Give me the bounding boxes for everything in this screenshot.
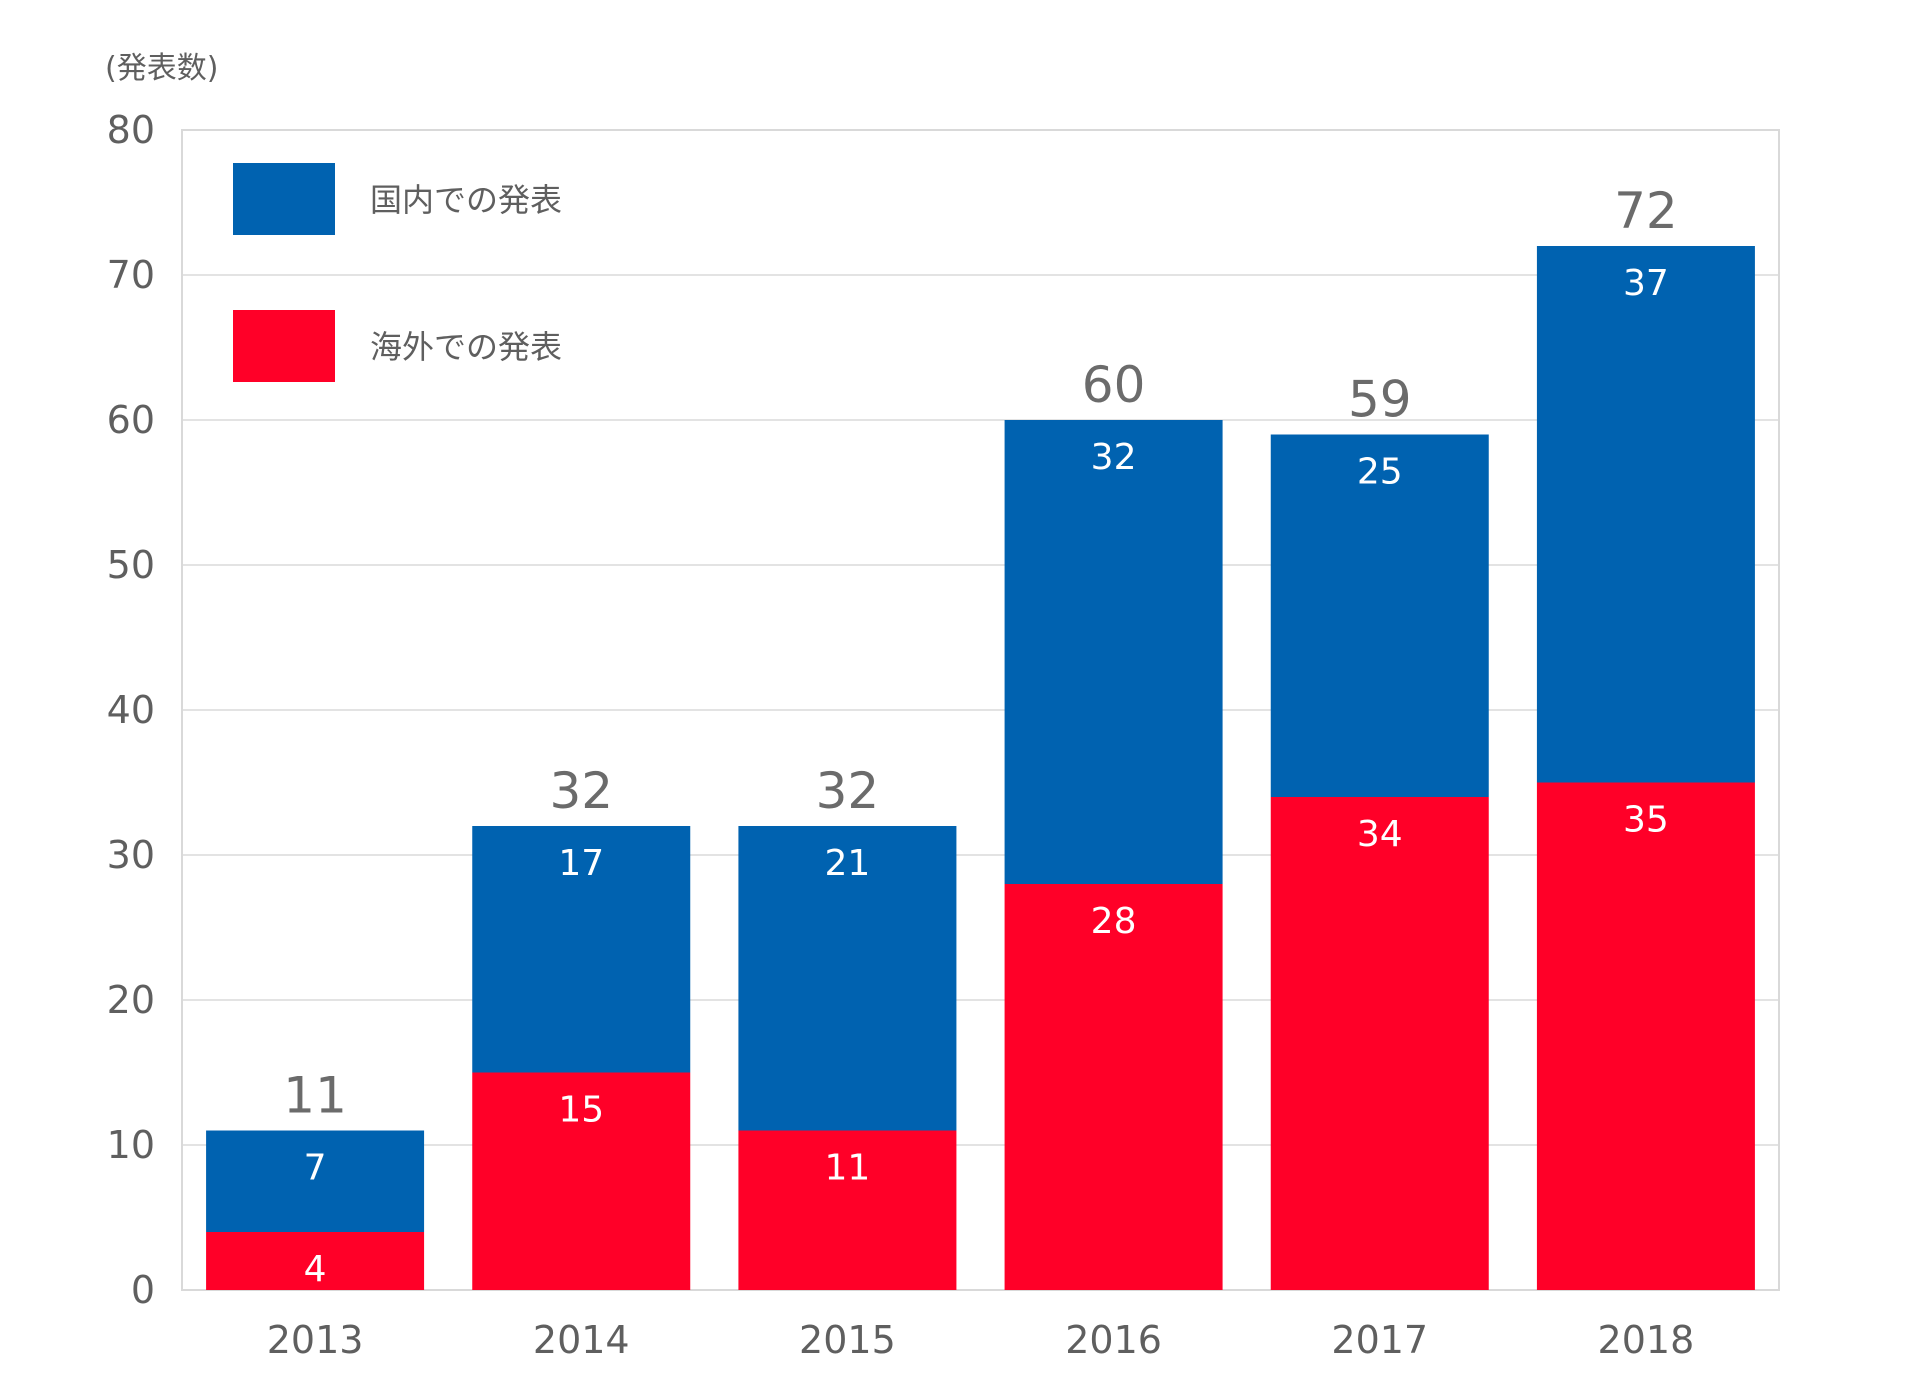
bar-total-label: 11 [283,1067,347,1125]
legend-label: 海外での発表 [370,328,562,366]
y-tick-label: 60 [107,398,155,442]
y-axis-ticks: 0 10 20 30 40 50 60 70 80 [107,108,155,1312]
x-axis-ticks: 2013 2014 2015 2016 2017 2018 [267,1318,1695,1362]
bar-value-label: 17 [558,843,604,884]
y-tick-label: 10 [107,1123,155,1167]
y-tick-label: 40 [107,688,155,732]
bar-segment [1270,434,1489,797]
bar-total-label: 59 [1348,371,1412,429]
y-tick-label: 80 [107,108,155,152]
y-tick-label: 50 [107,543,155,587]
x-tick-label: 2017 [1331,1318,1428,1362]
y-axis-unit-label: (発表数) [105,51,218,86]
x-tick-label: 2015 [799,1318,896,1362]
bar-segment [1536,246,1755,783]
bar-total-label: 32 [816,762,880,820]
plot-frame [181,129,1780,1291]
bar-segment [1270,797,1489,1290]
legend-label: 国内での発表 [370,181,562,219]
bar-total-label: 72 [1614,182,1678,240]
bar-segment [206,1232,425,1290]
x-tick-label: 2014 [533,1318,630,1362]
grid-lines [182,274,1779,1146]
bar-value-label: 11 [825,1148,871,1189]
bar-segment [738,826,957,1131]
y-tick-label: 0 [131,1268,155,1312]
bar-value-label: 15 [558,1090,604,1131]
y-tick-label: 20 [107,978,155,1022]
bar-value-label: 37 [1623,263,1669,304]
bar-value-label: 21 [825,843,871,884]
bar-segment [1004,420,1223,884]
bar-value-label: 7 [304,1148,327,1189]
bar-segment [472,826,691,1073]
bar-value-label: 34 [1357,814,1403,855]
bar-segment [206,1130,425,1232]
x-tick-label: 2016 [1065,1318,1162,1362]
bar-segment [738,1130,957,1290]
bar-value-label: 35 [1623,800,1669,841]
bar-segment [472,1072,691,1290]
bars: 4 7 11 15 17 32 11 21 32 28 32 60 34 25 59 35 37 72 [206,182,1755,1290]
bar-value-label: 25 [1357,452,1403,493]
y-tick-label: 70 [107,253,155,297]
bar-value-label: 28 [1091,901,1137,942]
x-tick-label: 2013 [267,1318,364,1362]
y-tick-label: 30 [107,833,155,877]
bar-total-label: 32 [549,762,613,820]
legend-swatch [233,163,335,235]
x-tick-label: 2018 [1598,1318,1695,1362]
bar-segment [1536,782,1755,1290]
bar-value-label: 32 [1091,437,1137,478]
bar-value-label: 4 [304,1249,327,1290]
bar-segment [1004,884,1223,1290]
legend-swatch [233,310,335,382]
bar-total-label: 60 [1082,356,1146,414]
